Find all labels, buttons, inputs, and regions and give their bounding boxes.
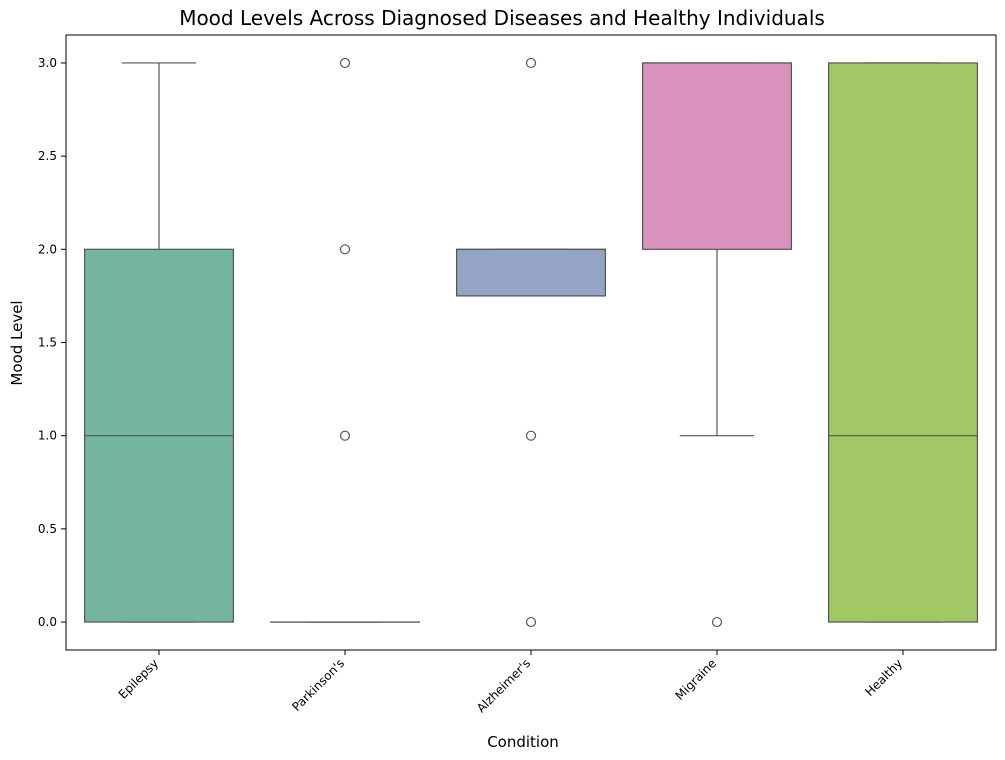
x-tick-label: Healthy (862, 656, 905, 699)
outlier-point (339, 244, 351, 255)
x-axis: Epilepsy Parkinson's Alzheimer's Migraine He… (116, 650, 905, 715)
y-tick-label: 0.0 (38, 615, 57, 629)
outlier-point (339, 430, 351, 441)
outlier-point (525, 57, 537, 69)
x-axis-label: Condition (487, 733, 559, 751)
box-body (641, 62, 792, 250)
x-tick-label: Alzheimer's (474, 656, 533, 715)
y-tick-label: 0.5 (38, 522, 57, 536)
box-4 (641, 62, 792, 628)
box-body (456, 248, 607, 297)
y-tick-label: 1.0 (38, 429, 57, 443)
x-tick-label: Parkinson's (289, 656, 347, 714)
box-1 (83, 62, 235, 623)
y-axis-label: Mood Level (8, 300, 26, 385)
outlier-point (339, 57, 351, 69)
outlier-point (525, 430, 537, 441)
box-5 (827, 62, 978, 623)
y-tick-label: 3.0 (38, 56, 57, 70)
x-tick-label: Migraine (673, 656, 720, 703)
outlier-point (525, 616, 537, 628)
box-body (827, 62, 978, 623)
y-tick-label: 1.5 (38, 336, 57, 350)
plot-area (65, 34, 997, 651)
x-tick-label: Epilepsy (116, 656, 161, 701)
chart-title: Mood Levels Across Diagnosed Diseases an… (179, 6, 825, 30)
y-tick-label: 2.5 (38, 149, 57, 163)
y-tick-label: 2.0 (38, 242, 57, 256)
y-axis: 0.0 0.5 1.0 1.5 2.0 2.5 3.0 (38, 56, 66, 629)
outlier-point (711, 616, 723, 628)
box-3 (456, 57, 607, 628)
box-2 (270, 57, 421, 623)
